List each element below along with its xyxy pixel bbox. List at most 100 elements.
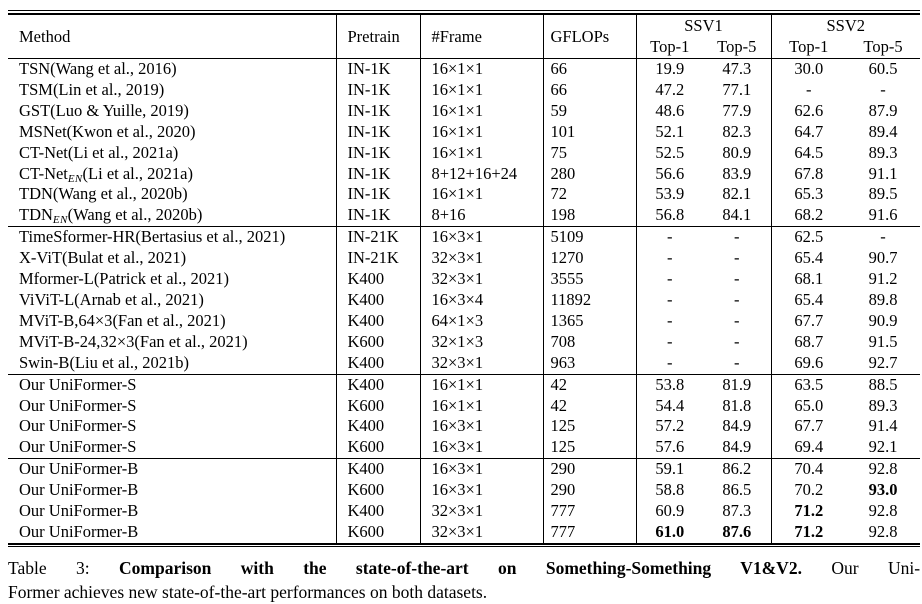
cell-s1t1: 47.2 [635,79,703,101]
cell-s1t5: 81.8 [722,395,752,415]
cell-s2t5: 92.8 [846,458,920,481]
table-body: TSN(Wang et al., 2016) IN-1K 16×1×1 66 19.9 4… [8,58,920,543]
cell-s2t1: 68.7 [770,331,846,353]
cell-pretrain: IN-1K [335,58,420,80]
cell-method: X-ViT(Bulat et al., 2021) [19,248,187,268]
cell-gflops: 11892 [542,289,636,311]
cell-s1t5: 47.3 [722,59,752,78]
cell-s2t5: 91.2 [868,269,898,289]
cell-s1t5: 82.3 [722,121,752,141]
cell-s2t5: - [880,79,886,99]
cell-s2t1: 62.6 [770,100,846,122]
cell-gflops: 101 [542,121,636,143]
cell-s1t1: - [635,269,703,290]
cell-s2t5: 90.7 [868,248,898,268]
cell-frame: 16×1×1 [419,79,543,101]
cell-s2t5: 92.8 [868,501,898,521]
cell-s2t5: 90.9 [868,310,898,330]
cell-s1t5: - [734,269,740,289]
cell-pretrain: K600 [335,331,420,353]
cell-s1t5: 84.9 [722,416,752,436]
cell-frame: 16×3×4 [419,289,543,311]
cell-s2t1: 65.4 [770,289,846,311]
cell-s2t5: 91.5 [868,331,898,351]
cell-pretrain: K400 [335,310,420,332]
table-row: MViT-B,64×3(Fan et al., 2021) K400 64×1×3 1… [8,310,920,332]
table-caption: Table 3: Comparison with the state-of-th… [8,556,920,604]
cell-frame: 8+12+16+24 [419,163,543,185]
cell-s2t1: 64.7 [770,121,846,143]
cell-frame: 16×3×1 [419,458,543,481]
cell-gflops: 59 [542,100,636,122]
cell-s1t1: 56.6 [635,163,703,185]
cell-method: MViT-B,64×3(Fan et al., 2021) [19,310,226,330]
cell-pretrain: K400 [335,289,420,311]
table-row: Our UniFormer-S K400 16×3×1 125 57.2 84.9 67.7… [8,416,920,438]
cell-method: Mformer-L(Patrick et al., 2021) [19,269,229,289]
table-row: X-ViT(Bulat et al., 2021) IN-21K 32×3×1 127… [8,248,920,270]
table-row: Our UniFormer-B K400 16×3×1 290 59.1 86.2 70.4… [8,458,920,481]
cell-pretrain: K400 [335,501,420,522]
cell-frame: 16×3×1 [419,416,543,438]
cell-pretrain: IN-1K [335,163,420,185]
cell-method: Our UniFormer-B [19,480,139,500]
cell-gflops: 5109 [542,226,636,249]
cell-pretrain: IN-1K [335,142,420,164]
cell-s1t1: 57.6 [635,437,703,459]
cell-s2t1: - [770,79,846,101]
cell-s1t5: 84.9 [722,437,752,457]
cell-s2t5: 93.0 [868,480,898,500]
cell-method: Our UniFormer-S [8,373,336,396]
col-header-method: Method [8,15,336,59]
col-group-ssv2: SSV2 [770,15,920,36]
table-row: CT-NetEN(Li et al., 2021a) IN-1K 8+12+16+2… [8,163,920,185]
table-row: Our UniFormer-B K600 16×3×1 290 58.8 86.5 70.2… [8,480,920,502]
col-header-frame: #Frame [419,15,543,59]
cell-method: TDNEN(Wang et al., 2020b) [19,205,203,227]
cell-method: TSM(Lin et al., 2019) [19,79,165,99]
cell-pretrain: K400 [335,373,420,396]
cell-frame: 32×1×3 [419,331,543,353]
table-row: ViViT-L(Arnab et al., 2021) K400 16×3×4 118… [8,289,920,311]
cell-gflops: 42 [542,373,636,396]
cell-gflops: 125 [542,437,636,459]
cell-frame: 16×3×1 [419,480,543,502]
col-group-ssv1: SSV1 [635,15,771,36]
table-row: CT-Net(Li et al., 2021a) IN-1K 16×1×1 75 52.… [8,142,920,164]
table-row: Our UniFormer-S K600 16×3×1 125 57.6 84.9 69.4… [8,437,920,459]
cell-gflops: 66 [542,58,636,80]
cell-gflops: 1270 [542,248,636,270]
cell-s1t5: 77.1 [722,79,752,99]
cell-method: Our UniFormer-S [19,437,137,457]
cell-s2t5: 89.8 [868,289,898,309]
cell-s2t5: 92.1 [868,437,898,457]
cell-s1t1: 52.5 [635,142,703,164]
cell-method: TSN(Wang et al., 2016) [19,59,177,78]
cell-method: Our UniFormer-B [8,458,336,481]
cell-pretrain: IN-1K [335,121,420,143]
caption-line1: Table 3: Comparison with the state-of-th… [8,556,920,580]
cell-s1t5: 83.9 [722,163,752,183]
cell-method: Our UniFormer-S [19,416,137,436]
cell-s2t5: 91.1 [868,163,898,183]
table-row: Swin-B(Liu et al., 2021b) K400 32×3×1 963- -… [8,352,920,375]
cell-gflops: 777 [542,501,636,522]
col-header-ssv1-top1: Top-1 [635,36,703,59]
cell-pretrain: K600 [335,395,420,417]
cell-s2t1: 65.3 [770,184,846,206]
table-row: TDN(Wang et al., 2020b) IN-1K 16×1×1 72 53.9… [8,184,920,206]
cell-pretrain: K400 [335,416,420,438]
cell-frame: 16×3×1 [419,437,543,459]
table-row: MSNet(Kwon et al., 2020) IN-1K 16×1×1 101 52… [8,121,920,143]
cell-s2t1: 70.2 [770,480,846,502]
cell-frame: 32×3×1 [419,269,543,290]
table-bottom-rule [8,542,920,547]
cell-s2t1: 67.7 [770,416,846,438]
cell-s1t5: 82.1 [722,184,752,204]
cell-s2t1: 62.5 [770,226,846,249]
cell-s1t5: 86.5 [722,480,752,500]
cell-pretrain: IN-1K [335,100,420,122]
cell-s1t5: 81.9 [703,373,771,396]
cell-method: MSNet(Kwon et al., 2020) [19,121,196,141]
cell-frame: 16×1×1 [419,373,543,396]
